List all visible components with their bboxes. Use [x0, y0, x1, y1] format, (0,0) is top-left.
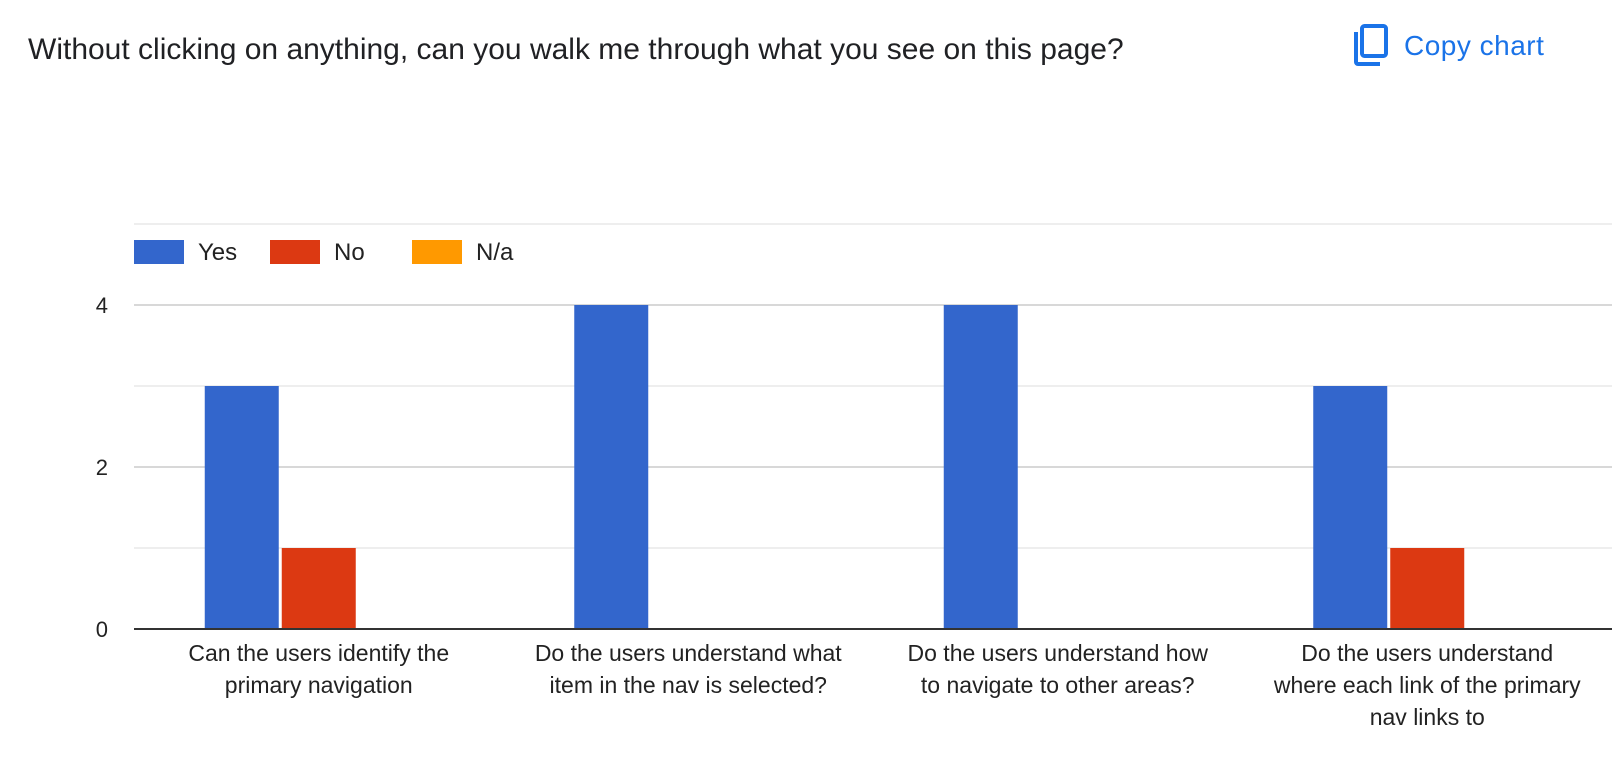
x-category-label: Can the users identify the — [188, 640, 449, 666]
bar-no — [281, 548, 356, 629]
bar-yes — [574, 305, 649, 629]
x-category-label: primary navigation — [225, 672, 413, 698]
x-category-label: item in the nav is selected? — [550, 672, 827, 698]
legend-label: N/a — [476, 239, 514, 266]
legend-label: No — [334, 239, 365, 266]
x-category-label: Do the users understand how — [908, 640, 1209, 666]
x-category-label: where each link of the primary — [1273, 672, 1581, 698]
y-tick-label: 2 — [96, 455, 108, 480]
x-category-label: Do the users understand — [1301, 640, 1553, 666]
legend-label: Yes — [198, 239, 237, 266]
y-tick-label: 4 — [96, 293, 108, 318]
x-category-label: Do the users understand what — [535, 640, 842, 666]
legend-swatch — [134, 240, 184, 264]
copy-icon — [1352, 24, 1388, 68]
y-tick-label: 0 — [96, 617, 108, 642]
bar-yes — [204, 386, 279, 629]
x-category-label: to navigate to other areas? — [921, 672, 1195, 698]
bar-yes — [943, 305, 1018, 629]
legend-swatch — [412, 240, 462, 264]
bar-yes — [1313, 386, 1388, 629]
bar-no — [1390, 548, 1465, 629]
question-title: Without clicking on anything, can you wa… — [28, 33, 1124, 66]
legend-swatch — [270, 240, 320, 264]
copy-chart-button[interactable]: Copy chart — [1352, 22, 1544, 70]
copy-chart-label: Copy chart — [1404, 30, 1545, 61]
x-category-label: nav links to — [1370, 704, 1485, 730]
